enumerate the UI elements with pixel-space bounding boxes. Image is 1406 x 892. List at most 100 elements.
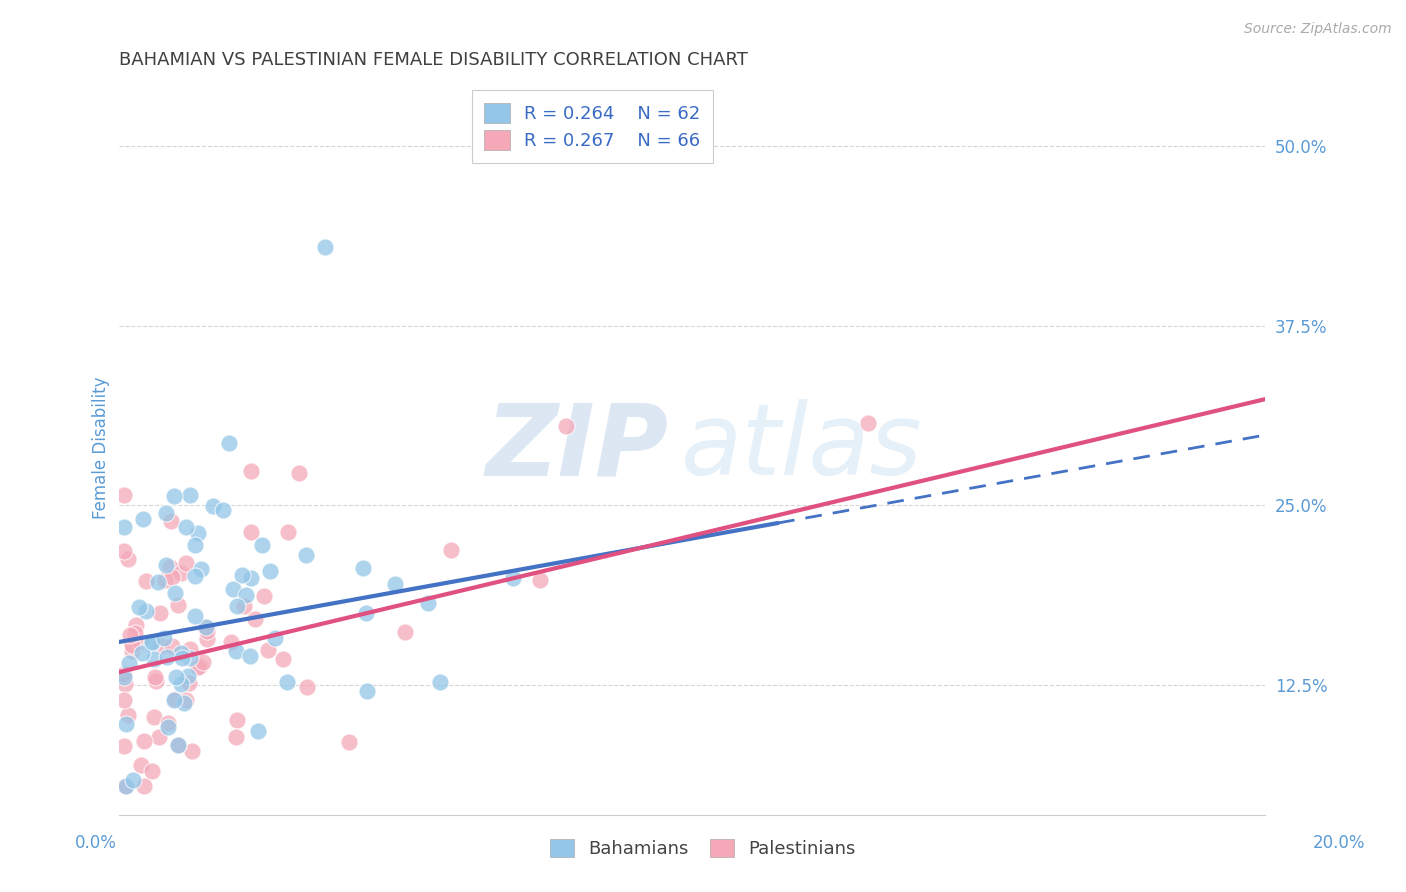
Point bbox=[194, 620, 217, 634]
Point bbox=[225, 730, 247, 744]
Point bbox=[502, 571, 524, 585]
Point bbox=[115, 779, 138, 793]
Point bbox=[394, 624, 416, 639]
Point bbox=[240, 464, 263, 478]
Point bbox=[250, 539, 273, 553]
Text: ZIP: ZIP bbox=[486, 400, 669, 497]
Point bbox=[132, 512, 155, 526]
Point bbox=[297, 680, 319, 694]
Point bbox=[179, 488, 201, 502]
Legend: R = 0.264    N = 62, R = 0.267    N = 66: R = 0.264 N = 62, R = 0.267 N = 66 bbox=[471, 90, 713, 162]
Point bbox=[191, 655, 214, 669]
Point bbox=[114, 716, 136, 731]
Point bbox=[153, 573, 176, 587]
Point bbox=[155, 506, 177, 520]
Point bbox=[142, 709, 165, 723]
Point bbox=[226, 599, 249, 614]
Point bbox=[211, 503, 233, 517]
Point bbox=[120, 628, 142, 642]
Point bbox=[179, 642, 201, 657]
Point bbox=[165, 670, 187, 684]
Point bbox=[233, 599, 256, 614]
Point bbox=[184, 569, 207, 583]
Point bbox=[177, 669, 200, 683]
Point bbox=[143, 670, 166, 684]
Text: 20.0%: 20.0% bbox=[1312, 834, 1365, 852]
Point bbox=[172, 650, 194, 665]
Text: BAHAMIAN VS PALESTINIAN FEMALE DISABILITY CORRELATION CHART: BAHAMIAN VS PALESTINIAN FEMALE DISABILIT… bbox=[118, 51, 748, 69]
Point bbox=[195, 632, 218, 646]
Point bbox=[157, 721, 180, 735]
Point bbox=[202, 499, 225, 513]
Point bbox=[157, 715, 180, 730]
Point bbox=[218, 436, 240, 450]
Point bbox=[195, 624, 218, 638]
Text: 0.0%: 0.0% bbox=[75, 834, 117, 852]
Legend: Bahamians, Palestinians: Bahamians, Palestinians bbox=[543, 831, 863, 865]
Point bbox=[155, 558, 177, 572]
Point bbox=[112, 488, 135, 502]
Point bbox=[117, 708, 139, 723]
Point bbox=[190, 659, 212, 673]
Point bbox=[271, 651, 294, 665]
Point bbox=[259, 565, 281, 579]
Point bbox=[337, 735, 360, 749]
Point bbox=[243, 612, 266, 626]
Point bbox=[287, 466, 309, 480]
Point bbox=[163, 489, 186, 503]
Point bbox=[142, 652, 165, 666]
Point bbox=[128, 634, 150, 648]
Point bbox=[141, 635, 163, 649]
Point bbox=[129, 758, 152, 772]
Point bbox=[167, 738, 190, 752]
Point bbox=[121, 638, 143, 652]
Point bbox=[256, 642, 278, 657]
Point bbox=[184, 538, 207, 552]
Point bbox=[146, 574, 169, 589]
Point bbox=[148, 730, 170, 744]
Point bbox=[173, 696, 195, 710]
Point bbox=[165, 692, 187, 706]
Point bbox=[174, 556, 197, 570]
Point bbox=[149, 639, 172, 653]
Point bbox=[187, 526, 209, 541]
Point bbox=[247, 723, 270, 738]
Point bbox=[253, 589, 276, 603]
Point bbox=[356, 683, 378, 698]
Point bbox=[416, 596, 439, 610]
Point bbox=[128, 600, 150, 615]
Point bbox=[235, 588, 257, 602]
Point bbox=[135, 574, 157, 588]
Point bbox=[125, 617, 148, 632]
Point bbox=[131, 646, 153, 660]
Point bbox=[112, 739, 135, 754]
Point bbox=[112, 544, 135, 558]
Point bbox=[163, 693, 186, 707]
Point bbox=[277, 524, 299, 539]
Point bbox=[165, 586, 187, 600]
Point bbox=[134, 779, 156, 793]
Point bbox=[856, 416, 879, 430]
Point bbox=[264, 632, 287, 646]
Point bbox=[179, 651, 201, 665]
Point bbox=[174, 520, 197, 534]
Point bbox=[176, 693, 198, 707]
Point bbox=[112, 670, 135, 684]
Point bbox=[132, 733, 155, 747]
Point bbox=[314, 240, 336, 254]
Point bbox=[184, 608, 207, 623]
Point bbox=[231, 568, 253, 582]
Point bbox=[190, 562, 212, 576]
Point bbox=[429, 674, 451, 689]
Point bbox=[160, 569, 183, 583]
Point bbox=[276, 675, 298, 690]
Point bbox=[118, 656, 141, 670]
Point bbox=[170, 677, 193, 691]
Point bbox=[121, 644, 143, 658]
Point bbox=[219, 635, 242, 649]
Point bbox=[170, 646, 193, 660]
Point bbox=[160, 639, 183, 653]
Point bbox=[139, 637, 162, 651]
Point bbox=[239, 648, 262, 663]
Y-axis label: Female Disability: Female Disability bbox=[93, 376, 110, 519]
